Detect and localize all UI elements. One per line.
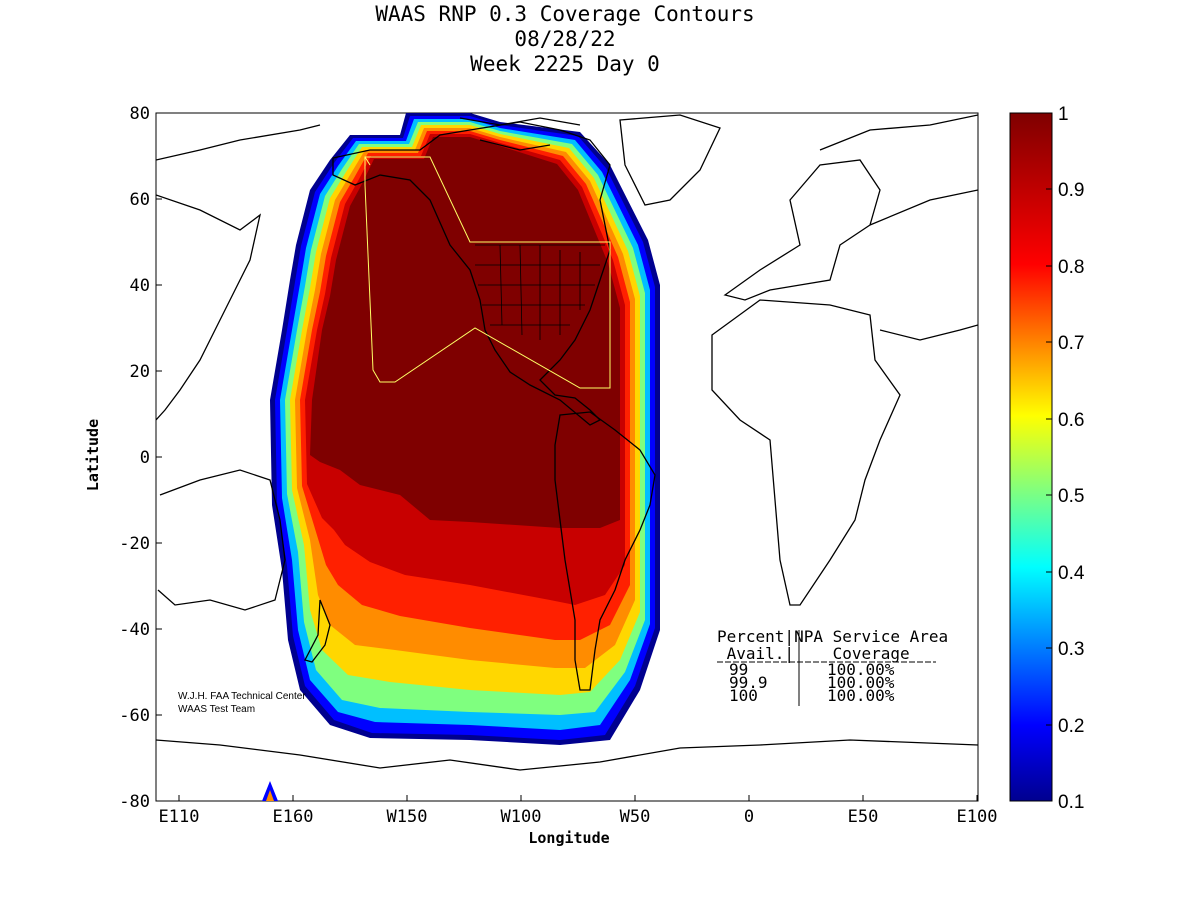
chart-title-week: Week 2225 Day 0 — [470, 52, 660, 76]
table-coverage-99: 100.00% — [827, 660, 895, 679]
coast-arctic-islands — [459, 117, 581, 151]
y-axis-ticks — [156, 112, 162, 802]
coast-africa — [711, 299, 901, 606]
us-state-lines — [475, 244, 605, 340]
coast-russia — [156, 114, 978, 161]
x-tick-E50: E50 — [848, 807, 879, 827]
y-tick-20: 20 — [130, 362, 150, 382]
y-tick-minus80: -80 — [119, 792, 150, 812]
coast-greenland — [619, 114, 721, 206]
y-axis-label: Latitude — [84, 419, 102, 491]
y-tick-40: 40 — [130, 276, 150, 296]
coast-asia-east — [869, 189, 978, 226]
table-avail-100: 100 — [729, 686, 758, 705]
table-avail-99.9: 99.9 — [729, 673, 768, 692]
y-tick-60: 60 — [130, 190, 150, 210]
coast-new-zealand — [304, 599, 331, 663]
y-tick-80: 80 — [130, 104, 150, 124]
contour-island-core — [266, 790, 274, 801]
x-tick-E100: E100 — [957, 807, 998, 827]
waas-alaska-line — [364, 156, 371, 166]
coast-arabia — [879, 324, 978, 341]
colorbar-tick-0.5: 0.5 — [1058, 486, 1084, 507]
x-tick-E160: E160 — [273, 807, 314, 827]
table-header-1: Percent|NPA Service Area — [717, 627, 948, 646]
us-state-boundaries — [475, 244, 605, 340]
x-tick-W100: W100 — [501, 807, 542, 827]
table-avail-99: 99 — [729, 660, 748, 679]
colorbar-tick-0.7: 0.7 — [1058, 333, 1084, 354]
y-tick-minus40: -40 — [119, 620, 150, 640]
colorbar-tick-0.8: 0.8 — [1058, 257, 1084, 278]
coast-europe — [723, 159, 881, 301]
colorbar-tick-0.1: 0.1 — [1058, 792, 1084, 813]
coast-australia — [157, 469, 286, 611]
table-header-2: Avail.| Coverage — [717, 644, 910, 663]
waas-service-area-outline — [364, 156, 611, 389]
x-tick-W50: W50 — [620, 807, 651, 827]
coast-antarctica — [156, 739, 978, 771]
contour-1.0 — [310, 137, 620, 528]
x-tick-W150: W150 — [387, 807, 428, 827]
colorbar — [1009, 112, 1053, 802]
colorbar-tick-0.3: 0.3 — [1058, 639, 1084, 660]
x-axis-label: Longitude — [528, 829, 609, 847]
y-tick-minus60: -60 — [119, 706, 150, 726]
coast-south-america — [554, 411, 656, 691]
x-tick-0: 0 — [744, 807, 754, 827]
coverage-contours — [262, 113, 660, 801]
colorbar-ticks — [1046, 112, 1052, 802]
y-tick-minus20: -20 — [119, 534, 150, 554]
colorbar-tick-0.2: 0.2 — [1058, 716, 1084, 737]
credit-line-2: WAAS Test Team — [178, 704, 255, 715]
table-coverage-99.9: 100.00% — [827, 673, 895, 692]
coverage-table: Percent|NPA Service Area Avail.| Coverag… — [717, 627, 948, 706]
chart-title-line-1: WAAS RNP 0.3 Coverage Contours — [375, 2, 755, 26]
coast-asia — [156, 194, 262, 421]
y-tick-0: 0 — [140, 448, 150, 468]
chart-title-date: 08/28/22 — [514, 27, 616, 51]
table-coverage-100: 100.00% — [827, 686, 895, 705]
x-axis-ticks — [178, 795, 978, 801]
colorbar-tick-0.9: 0.9 — [1058, 180, 1084, 201]
coast-north-america — [332, 121, 611, 426]
colorbar-tick-1: 1 — [1058, 104, 1069, 125]
coastlines — [156, 114, 978, 771]
credit-line-1: W.J.H. FAA Technical Center — [178, 691, 306, 702]
x-tick-E110: E110 — [159, 807, 200, 827]
colorbar-tick-0.4: 0.4 — [1058, 563, 1085, 584]
colorbar-tick-0.6: 0.6 — [1058, 410, 1084, 431]
